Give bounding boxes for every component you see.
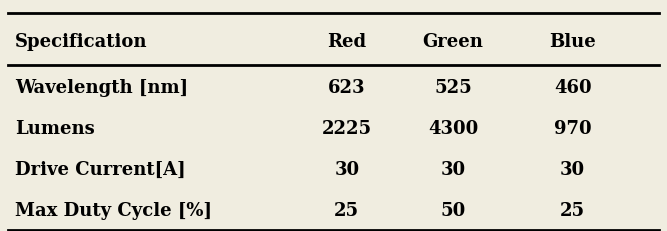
Text: Drive Current[A]: Drive Current[A] <box>15 161 185 179</box>
Text: 970: 970 <box>554 120 592 138</box>
Text: 525: 525 <box>434 79 472 97</box>
Text: Lumens: Lumens <box>15 120 95 138</box>
Text: 4300: 4300 <box>428 120 478 138</box>
Text: Specification: Specification <box>15 33 147 52</box>
Text: 2225: 2225 <box>321 120 372 138</box>
Text: 30: 30 <box>440 161 466 179</box>
Text: Wavelength [nm]: Wavelength [nm] <box>15 79 188 97</box>
Text: 50: 50 <box>440 202 466 220</box>
Text: Green: Green <box>423 33 484 52</box>
Text: Blue: Blue <box>549 33 596 52</box>
Text: Max Duty Cycle [%]: Max Duty Cycle [%] <box>15 202 211 220</box>
Text: 25: 25 <box>334 202 360 220</box>
Text: 25: 25 <box>560 202 585 220</box>
Text: Red: Red <box>327 33 366 52</box>
Text: 460: 460 <box>554 79 592 97</box>
Text: 30: 30 <box>334 161 360 179</box>
Text: 30: 30 <box>560 161 585 179</box>
Text: 623: 623 <box>328 79 366 97</box>
